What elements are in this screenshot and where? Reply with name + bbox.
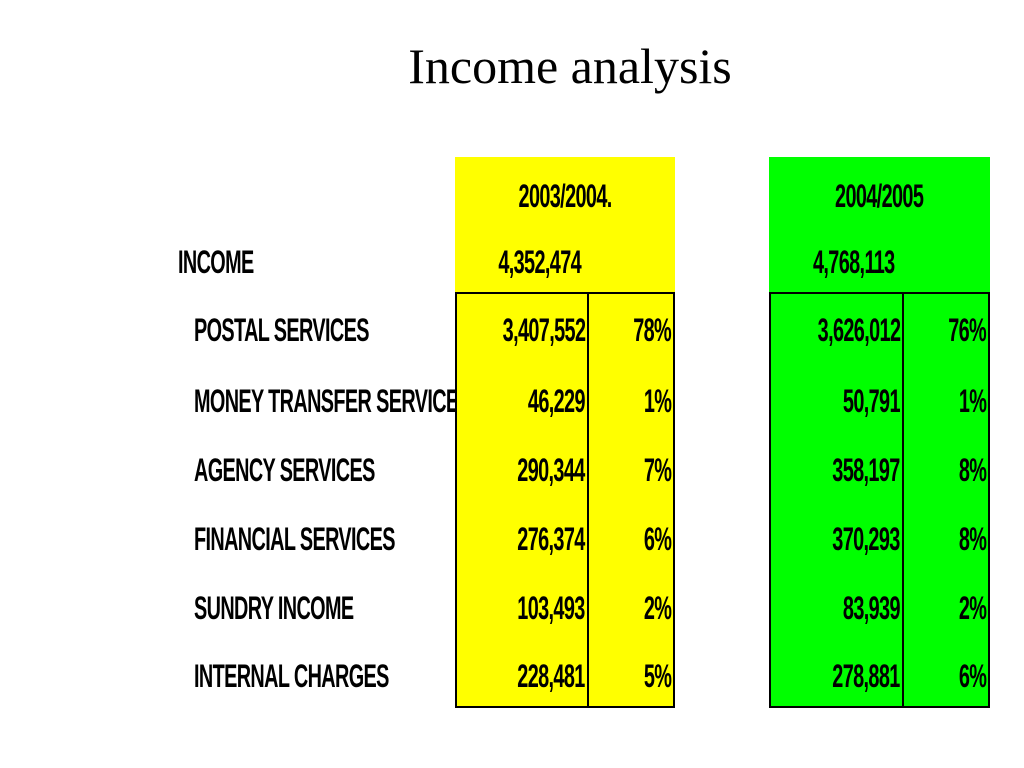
period-2003-2004-value-internal: 228,481 [517,658,586,694]
period-2004-2005-year: 2004/2005 [835,178,924,214]
period-2004-2005-value-financial: 370,293 [832,521,901,557]
period-2004-2005-pct-money-transfer: 1% [958,383,987,419]
row-label-sundry-income: SUNDRY INCOME [194,590,354,626]
income-label: INCOME [178,244,254,280]
period-2003-2004-pct-internal: 5% [643,658,672,694]
period-2004-2005-mid-rule [902,292,904,708]
period-2004-2005-value-postal: 3,626,012 [817,312,900,348]
period-2003-2004-pct-sundry: 2% [643,590,672,626]
period-2004-2005-pct-sundry: 2% [958,590,987,626]
period-2003-2004-mid-rule [587,292,589,708]
period-2003-2004-total: 4,352,474 [498,244,582,280]
period-2004-2005-pct-agency: 8% [958,452,987,488]
period-2003-2004-bottom-rule [455,706,675,708]
row-label-money-transfer-services: MONEY TRANSFER SERVICES [194,383,472,419]
period-2004-2005-value-internal: 278,881 [832,658,901,694]
period-2004-2005-left-rule [769,292,771,708]
period-2003-2004-right-rule [673,292,675,708]
period-2003-2004-value-agency: 290,344 [517,452,586,488]
period-2003-2004-year: 2003/2004. [518,178,612,214]
period-2003-2004-pct-postal: 78% [633,312,671,348]
period-2003-2004-block [455,157,675,708]
period-2004-2005-value-money-transfer: 50,791 [843,383,901,419]
period-2003-2004-value-sundry: 103,493 [517,590,586,626]
slide-title: Income analysis [408,38,732,94]
period-2003-2004-pct-financial: 6% [643,521,672,557]
period-2003-2004-left-rule [455,292,457,708]
period-2003-2004-value-financial: 276,374 [517,521,586,557]
row-label-agency-services: AGENCY SERVICES [194,452,375,488]
period-2003-2004-pct-agency: 7% [643,452,672,488]
row-label-financial-services: FINANCIAL SERVICES [194,521,395,557]
period-2004-2005-total: 4,768,113 [813,244,895,280]
period-2003-2004-pct-money-transfer: 1% [643,383,672,419]
period-2004-2005-pct-internal: 6% [958,658,987,694]
period-2004-2005-right-rule [988,292,990,708]
row-label-internal-charges: INTERNAL CHARGES [194,658,389,694]
period-2004-2005-pct-financial: 8% [958,521,987,557]
period-2004-2005-value-agency: 358,197 [832,452,901,488]
period-2003-2004-value-postal: 3,407,552 [502,312,585,348]
period-2004-2005-value-sundry: 83,939 [843,590,901,626]
period-2004-2005-block [769,157,990,708]
period-2003-2004-value-money-transfer: 46,229 [528,383,586,419]
row-label-postal-services: POSTAL SERVICES [194,312,369,348]
period-2003-2004-top-rule [455,292,675,294]
period-2004-2005-top-rule [769,292,990,294]
period-2004-2005-pct-postal: 76% [948,312,986,348]
period-2004-2005-bottom-rule [769,706,990,708]
